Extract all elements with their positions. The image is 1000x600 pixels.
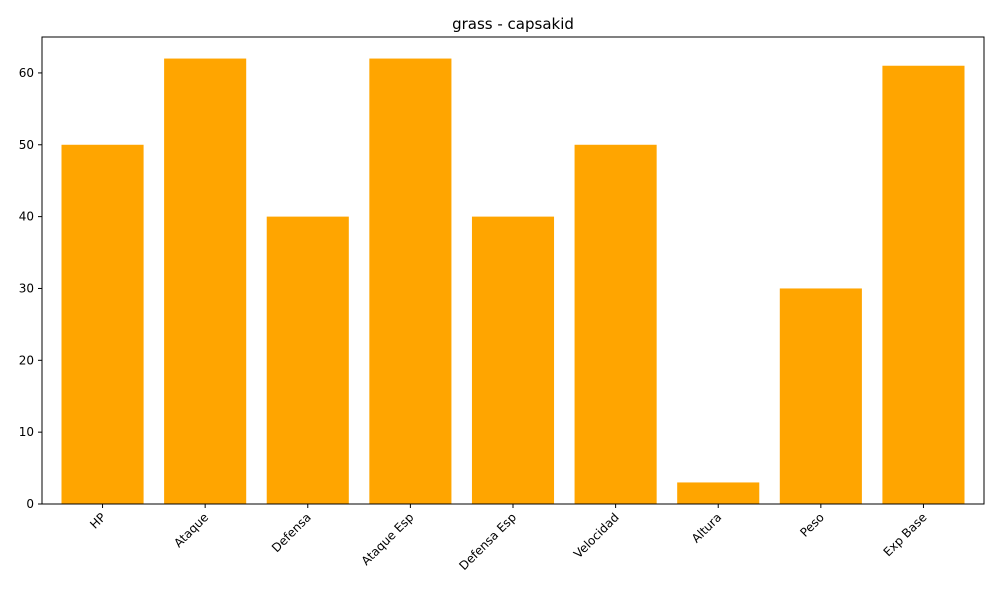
y-tick-label: 60	[19, 66, 34, 80]
y-axis: 0 10 20 30 40 50 60	[19, 66, 42, 511]
bar-altura	[677, 482, 760, 504]
y-tick-label: 40	[19, 210, 34, 224]
bar-defensa-esp	[471, 216, 555, 504]
chart-title: grass - capsakid	[452, 15, 574, 33]
y-tick-label: 30	[19, 281, 34, 295]
y-tick-label: 20	[19, 353, 34, 367]
bars-group	[61, 58, 965, 505]
bar-hp	[61, 144, 144, 504]
bar-ataque-esp	[369, 58, 452, 505]
y-tick-label: 0	[26, 497, 34, 511]
bar-velocidad	[574, 144, 657, 504]
y-tick-label: 10	[19, 425, 34, 439]
bar-defensa	[266, 216, 349, 504]
y-tick-label: 50	[19, 138, 34, 152]
bar-peso	[779, 288, 862, 504]
bar-exp-base	[882, 65, 965, 504]
bar-ataque	[164, 58, 247, 505]
plot-frame	[41, 36, 985, 505]
